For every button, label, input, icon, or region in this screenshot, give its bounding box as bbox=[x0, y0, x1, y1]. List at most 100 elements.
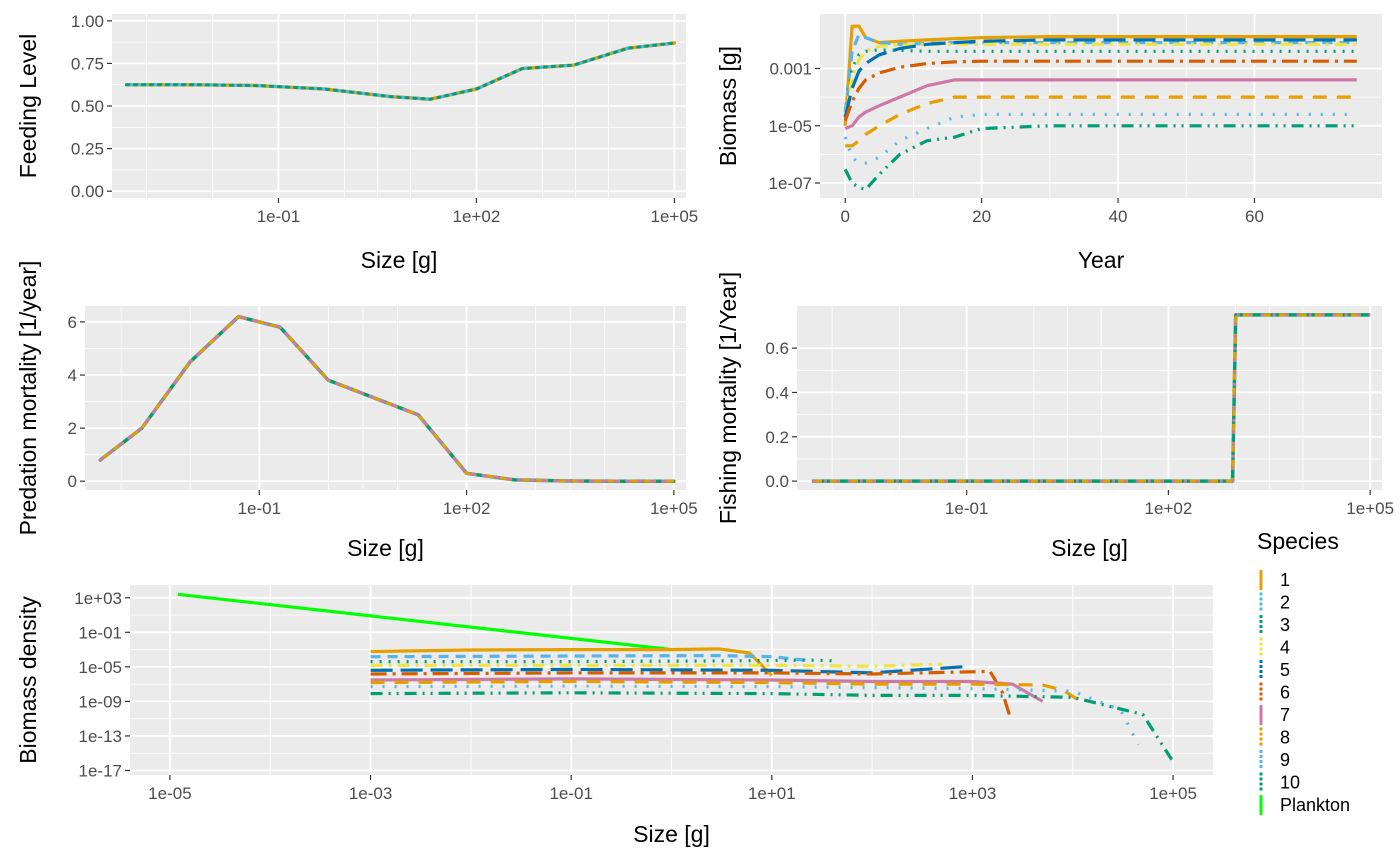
y-axis-title: Fishing mortality [1/Year] bbox=[715, 272, 741, 524]
x-tick-label: 1e+05 bbox=[650, 499, 698, 518]
y-axis-title: Feeding Level bbox=[15, 34, 41, 179]
legend-label: 2 bbox=[1280, 593, 1290, 613]
series-line-3 bbox=[125, 41, 676, 101]
y-tick-label: 6 bbox=[68, 313, 77, 332]
legend-key: 9 bbox=[1259, 750, 1290, 770]
x-tick-label: 1e-01 bbox=[945, 499, 988, 518]
y-tick-label: 1.00 bbox=[71, 12, 104, 31]
y-tick-label: 0.50 bbox=[71, 97, 104, 116]
y-tick-label: 1e-07 bbox=[769, 174, 812, 193]
y-tick-label: 0.6 bbox=[765, 339, 789, 358]
x-tick-label: 1e+02 bbox=[443, 499, 491, 518]
x-tick-label: 1e+05 bbox=[651, 207, 699, 226]
series-line-10 bbox=[843, 124, 1357, 191]
series-line-4 bbox=[370, 662, 943, 668]
legend-key: 6 bbox=[1259, 682, 1290, 703]
gridlines bbox=[130, 585, 1213, 775]
legend-key: Plankton bbox=[1259, 795, 1350, 815]
x-axis-title: Size [g] bbox=[347, 535, 424, 561]
legend-key: 3 bbox=[1259, 615, 1290, 635]
y-tick-label: 1e-09 bbox=[79, 692, 122, 711]
chart-fishing: 1e-01 1e+02 1e+05 0.0 0.2 0.4 0.6 Size [g] Fishi… bbox=[715, 272, 1394, 561]
legend-key: 5 bbox=[1259, 660, 1290, 680]
series-line-2 bbox=[370, 654, 812, 663]
series-line-6 bbox=[370, 669, 1013, 720]
legend-title: Species bbox=[1257, 528, 1339, 554]
series-line-3 bbox=[843, 48, 1357, 118]
legend-label: 5 bbox=[1280, 660, 1290, 680]
y-axis-title: Predation mortality [1/year] bbox=[15, 261, 41, 536]
y-tick-label: 1e-13 bbox=[79, 727, 122, 746]
series-group bbox=[177, 592, 1175, 763]
chart-density: 1e-05 1e-03 1e-01 1e+01 1e+03 1e+05 1e-17 1e-13… bbox=[15, 585, 1213, 847]
x-tick-label: 1e-01 bbox=[549, 784, 592, 803]
series-group bbox=[98, 314, 676, 483]
series-line-1 bbox=[811, 313, 1371, 483]
x-axis-title: Year bbox=[1078, 247, 1125, 273]
panel-background bbox=[85, 306, 686, 490]
series-line-8 bbox=[845, 95, 1357, 148]
x-tick-label: 1e-05 bbox=[148, 784, 191, 803]
x-axis-title: Size [g] bbox=[1051, 535, 1128, 561]
x-tick-label: 60 bbox=[1245, 207, 1264, 226]
x-tick-label: 1e+01 bbox=[748, 784, 796, 803]
series-line-10 bbox=[370, 691, 1175, 763]
series-group bbox=[124, 41, 677, 101]
legend-label: 4 bbox=[1280, 638, 1290, 658]
x-tick-label: 1e+05 bbox=[1346, 499, 1394, 518]
x-tick-label: 1e-01 bbox=[238, 499, 281, 518]
x-tick-label: 1e+02 bbox=[453, 207, 501, 226]
legend-label: 9 bbox=[1280, 750, 1290, 770]
legend-label: 1 bbox=[1280, 570, 1290, 590]
x-tick-label: 1e+02 bbox=[1145, 499, 1193, 518]
x-axis-title: Size [g] bbox=[633, 821, 710, 847]
legend-label: Plankton bbox=[1280, 795, 1350, 815]
legend-label: 6 bbox=[1280, 683, 1290, 703]
panel-background bbox=[797, 306, 1382, 490]
y-tick-label: 1e-01 bbox=[79, 623, 122, 642]
y-axis-title: Biomass [g] bbox=[715, 46, 741, 166]
y-tick-label: 1e+03 bbox=[74, 589, 122, 608]
x-tick-label: 1e-01 bbox=[257, 207, 300, 226]
legend-key: 7 bbox=[1259, 705, 1290, 725]
series-line-5 bbox=[370, 665, 963, 675]
legend-label: 8 bbox=[1280, 728, 1290, 748]
chart-feeding: 1e-01 1e+02 1e+05 0.00 0.25 0.50 0.75 1.00 Size … bbox=[15, 12, 698, 273]
series-line-7 bbox=[98, 315, 676, 483]
series-line-4 bbox=[843, 42, 1357, 118]
chart-predation: 1e-01 1e+02 1e+05 0 2 4 6 Size [g] Predation mor… bbox=[15, 261, 698, 561]
series-line-5 bbox=[843, 38, 1357, 118]
x-tick-label: 1e-03 bbox=[349, 784, 392, 803]
y-tick-label: 2 bbox=[68, 419, 77, 438]
y-tick-label: 1e-05 bbox=[79, 658, 122, 677]
y-tick-label: 0.75 bbox=[71, 54, 104, 73]
legend-label: 10 bbox=[1280, 773, 1300, 793]
y-axis-title: Biomass density bbox=[15, 596, 41, 764]
series-line-1 bbox=[843, 24, 1357, 126]
legend-key: 2 bbox=[1259, 592, 1290, 613]
series-line-9 bbox=[370, 684, 1140, 746]
x-tick-label: 40 bbox=[1109, 207, 1128, 226]
series-line-6 bbox=[843, 59, 1357, 122]
series-line-plankton bbox=[177, 592, 672, 652]
y-tick-label: 0 bbox=[68, 472, 77, 491]
legend-label: 3 bbox=[1280, 615, 1290, 635]
y-tick-label: 1e-05 bbox=[769, 117, 812, 136]
legend-key: 10 bbox=[1259, 772, 1300, 793]
y-tick-label: 0.25 bbox=[71, 140, 104, 159]
y-tick-label: 0.0 bbox=[765, 472, 789, 491]
x-tick-label: 20 bbox=[972, 207, 991, 226]
y-tick-label: 0.00 bbox=[71, 182, 104, 201]
x-tick-label: 0 bbox=[841, 207, 850, 226]
y-tick-label: 4 bbox=[68, 366, 77, 385]
series-group bbox=[811, 313, 1371, 483]
x-axis-title: Size [g] bbox=[361, 247, 438, 273]
chart-biomass: 0 20 40 60 1e-07 1e-05 0.001 Year Biomass [g] bbox=[715, 14, 1382, 273]
series-line-1 bbox=[370, 647, 773, 677]
legend-key: 4 bbox=[1259, 637, 1290, 658]
y-tick-label: 1e-17 bbox=[79, 761, 122, 780]
legend-label: 7 bbox=[1280, 705, 1290, 725]
x-tick-label: 1e+05 bbox=[1149, 784, 1197, 803]
